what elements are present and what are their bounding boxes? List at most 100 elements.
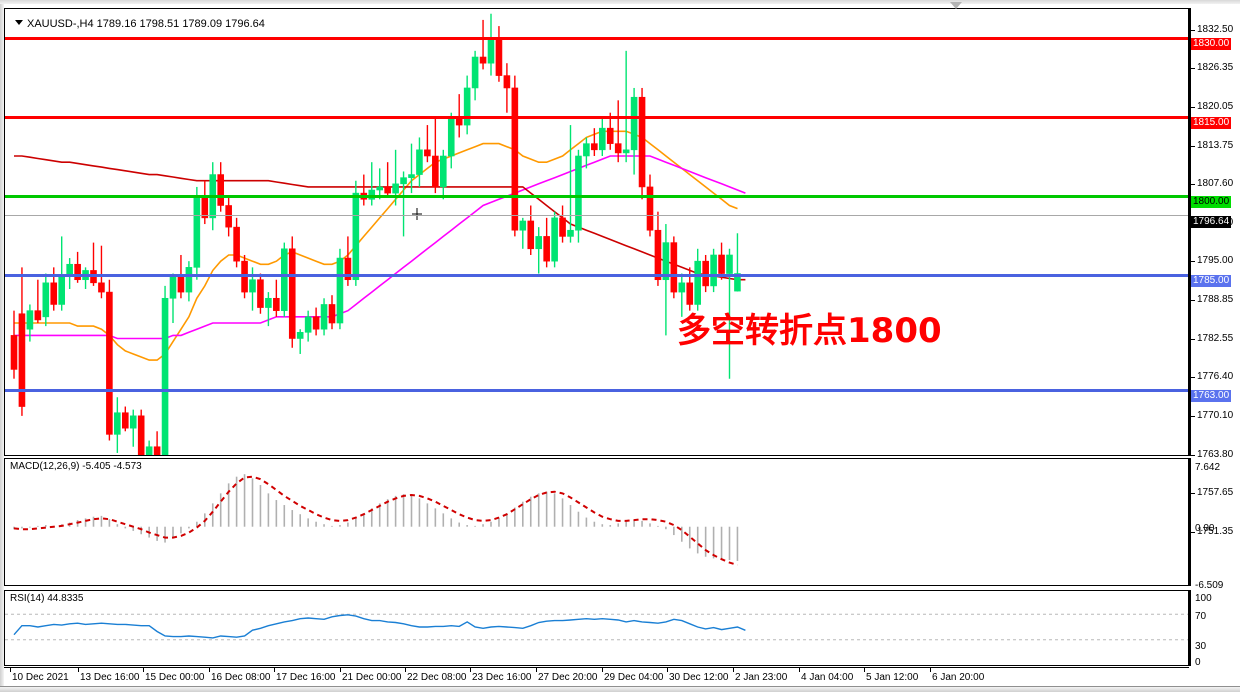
candle bbox=[137, 409, 145, 455]
candle bbox=[161, 285, 169, 455]
candle bbox=[551, 211, 558, 268]
candle bbox=[710, 248, 717, 293]
rsi-line bbox=[13, 614, 746, 639]
rsi-tick-label: 30 bbox=[1195, 641, 1207, 652]
candle-body bbox=[503, 75, 511, 89]
time-axis-label: 23 Dec 16:00 bbox=[472, 672, 532, 683]
time-axis-label: 21 Dec 00:00 bbox=[342, 672, 402, 683]
window-bottom-bevel bbox=[0, 686, 1240, 692]
level-line-pivot-1800[interactable] bbox=[5, 195, 1188, 198]
candle bbox=[678, 273, 686, 317]
candle bbox=[185, 261, 193, 302]
price-badge-1796-64[interactable]: 1796.64 bbox=[1191, 216, 1232, 228]
candle-body bbox=[193, 195, 201, 268]
candle bbox=[463, 75, 471, 135]
candle bbox=[527, 205, 535, 255]
time-tick bbox=[930, 668, 931, 672]
candle-body bbox=[567, 229, 574, 237]
time-tick bbox=[209, 668, 210, 672]
candle bbox=[694, 248, 702, 311]
candle bbox=[336, 248, 344, 330]
candle bbox=[535, 227, 543, 274]
candle-body bbox=[479, 56, 487, 64]
price-badge-1800-00[interactable]: 1800.00 bbox=[1191, 196, 1232, 208]
price-tick bbox=[1191, 532, 1195, 533]
rsi-scale-axis: 100 70 30 0 bbox=[1189, 590, 1240, 668]
candle-body bbox=[122, 412, 129, 429]
price-plot-area[interactable] bbox=[5, 9, 1188, 455]
candle-body bbox=[471, 56, 479, 89]
candle bbox=[82, 267, 89, 290]
candle bbox=[638, 87, 646, 200]
candle-body bbox=[591, 143, 598, 151]
candle-body bbox=[58, 276, 66, 305]
price-tick-label: 1757.65 bbox=[1197, 487, 1234, 498]
time-tick bbox=[470, 668, 471, 672]
macd-indicator-pane[interactable]: MACD(12,26,9) -5.405 -4.573 bbox=[4, 458, 1189, 586]
candle-body bbox=[74, 263, 81, 281]
candle-body bbox=[288, 248, 296, 339]
candle-body bbox=[678, 282, 686, 293]
candle-body bbox=[495, 38, 503, 76]
price-tick-label: 1807.60 bbox=[1197, 178, 1234, 189]
time-axis-label: 16 Dec 08:00 bbox=[211, 672, 271, 683]
candle bbox=[495, 26, 503, 82]
level-line-last-price-1796[interactable] bbox=[5, 215, 1188, 216]
candle bbox=[320, 298, 328, 336]
candle-body bbox=[376, 186, 384, 191]
time-axis-label: 30 Dec 12:00 bbox=[669, 672, 729, 683]
rsi-indicator-pane[interactable]: RSI(14) 44.8335 bbox=[4, 590, 1189, 666]
rsi-title: RSI(14) 44.8335 bbox=[10, 593, 84, 604]
window-top-bevel bbox=[0, 0, 1240, 4]
price-badge-1830-00[interactable]: 1830.00 bbox=[1191, 38, 1232, 50]
candle-body bbox=[511, 87, 519, 231]
price-chart-pane[interactable]: XAUUSD-,H4 1789.16 1798.51 1789.09 1796.… bbox=[4, 8, 1189, 456]
candle-body bbox=[42, 282, 50, 318]
candle-body bbox=[273, 297, 280, 311]
rsi-tick-label: 0 bbox=[1195, 657, 1201, 668]
candle-body bbox=[336, 257, 344, 324]
price-badge-1785-00[interactable]: 1785.00 bbox=[1191, 275, 1232, 287]
candle bbox=[288, 236, 296, 348]
time-axis-label: 2 Jan 23:00 bbox=[735, 672, 788, 683]
level-line-support-1763[interactable] bbox=[5, 389, 1188, 392]
candle bbox=[304, 310, 312, 342]
price-tick bbox=[1191, 377, 1195, 378]
level-line-resistance-1815[interactable] bbox=[5, 116, 1188, 119]
candle-body bbox=[710, 254, 717, 287]
candle-body bbox=[328, 304, 336, 324]
candle bbox=[614, 100, 622, 163]
candle-body bbox=[368, 189, 376, 200]
candle bbox=[519, 217, 527, 249]
candle-body bbox=[622, 149, 630, 154]
time-axis-label: 27 Dec 20:00 bbox=[538, 672, 598, 683]
price-tick bbox=[1191, 261, 1195, 262]
candle bbox=[169, 273, 177, 324]
rsi-scale-border bbox=[1189, 590, 1191, 666]
candle bbox=[670, 236, 678, 299]
price-scale-axis[interactable]: 1832.501826.351820.051813.751807.601801.… bbox=[1189, 8, 1240, 537]
candle-body bbox=[686, 282, 694, 305]
time-axis-label: 5 Jan 12:00 bbox=[866, 672, 919, 683]
candle-body bbox=[34, 310, 42, 321]
candle bbox=[344, 236, 352, 286]
candle-body bbox=[217, 174, 224, 206]
price-badge-1815-00[interactable]: 1815.00 bbox=[1191, 117, 1232, 129]
price-badge-1763-00[interactable]: 1763.00 bbox=[1191, 390, 1232, 402]
price-tick bbox=[1191, 146, 1195, 147]
candle-body bbox=[304, 316, 312, 333]
level-line-resistance-1830[interactable] bbox=[5, 37, 1188, 40]
candle-body bbox=[225, 205, 232, 228]
candle-body bbox=[257, 279, 264, 308]
candle-body bbox=[527, 220, 535, 250]
time-axis-label: 6 Jan 20:00 bbox=[932, 672, 985, 683]
candle-body bbox=[10, 335, 18, 370]
candle bbox=[233, 217, 240, 268]
time-axis-label: 17 Dec 16:00 bbox=[276, 672, 336, 683]
scroll-marker-triangle-icon[interactable] bbox=[950, 2, 962, 9]
level-line-support-1785[interactable] bbox=[5, 274, 1188, 277]
caret-down-icon[interactable] bbox=[15, 20, 23, 25]
candle bbox=[726, 248, 733, 379]
price-tick bbox=[1191, 416, 1195, 417]
